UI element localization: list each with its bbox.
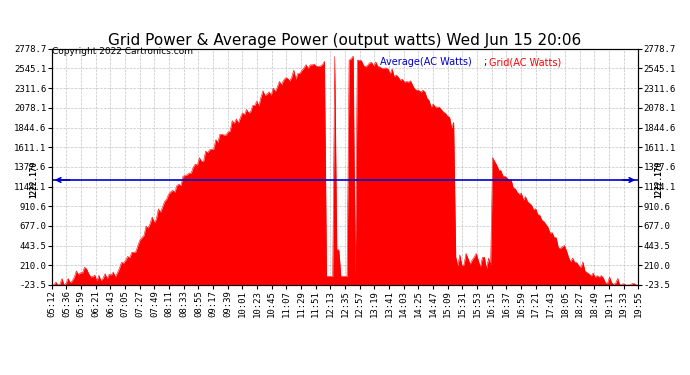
Text: Average(AC Watts): Average(AC Watts) <box>380 57 472 67</box>
Text: 1222.170: 1222.170 <box>654 162 663 198</box>
Title: Grid Power & Average Power (output watts) Wed Jun 15 20:06: Grid Power & Average Power (output watts… <box>108 33 582 48</box>
Text: 1222.170: 1222.170 <box>29 162 38 198</box>
Text: Grid(AC Watts): Grid(AC Watts) <box>489 57 561 67</box>
Text: ;: ; <box>483 57 486 67</box>
Text: Copyright 2022 Cartronics.com: Copyright 2022 Cartronics.com <box>52 47 193 56</box>
